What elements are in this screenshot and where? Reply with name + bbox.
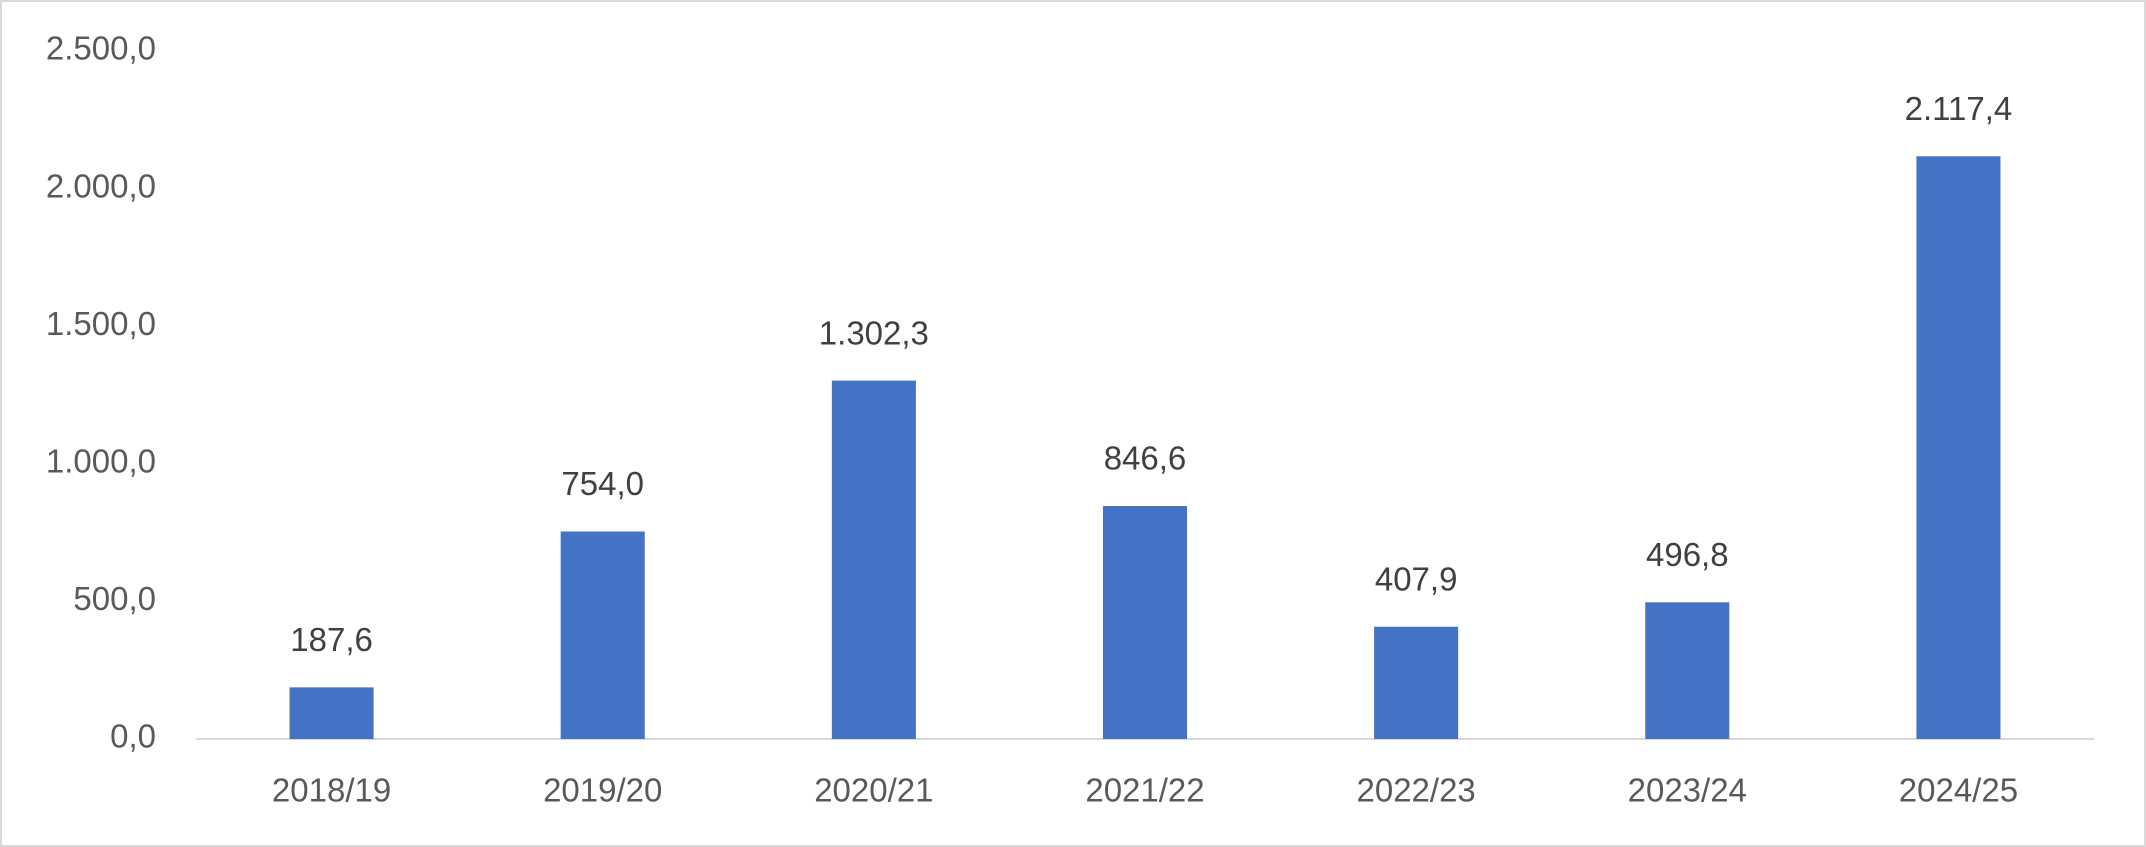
data-label: 846,6 xyxy=(1104,440,1187,477)
bar xyxy=(289,687,374,739)
x-tick-label: 2024/25 xyxy=(1899,772,2018,809)
data-label: 2.117,4 xyxy=(1905,90,2013,127)
y-tick-label: 1.500,0 xyxy=(46,305,156,342)
bar xyxy=(831,380,916,739)
y-tick-label: 500,0 xyxy=(73,580,156,617)
data-label: 754,0 xyxy=(561,465,644,502)
y-tick-label: 1.000,0 xyxy=(46,443,156,480)
bar xyxy=(560,531,645,739)
data-label: 496,8 xyxy=(1646,536,1729,573)
x-tick-label: 2019/20 xyxy=(543,772,662,809)
bar xyxy=(1102,506,1188,739)
bar xyxy=(1374,626,1459,739)
x-tick-label: 2020/21 xyxy=(814,772,933,809)
x-tick-label: 2018/19 xyxy=(272,772,391,809)
y-tick-label: 2.000,0 xyxy=(46,167,156,204)
data-label: 1.302,3 xyxy=(819,314,929,351)
bar xyxy=(1645,602,1730,739)
x-tick-label: 2022/23 xyxy=(1356,772,1475,809)
y-tick-label: 2.500,0 xyxy=(46,30,156,67)
y-tick-label: 0,0 xyxy=(110,718,156,755)
data-label: 187,6 xyxy=(290,621,373,658)
x-tick-label: 2021/22 xyxy=(1085,772,1204,809)
bar xyxy=(1916,156,2001,740)
data-label: 407,9 xyxy=(1375,560,1458,597)
x-tick-label: 2023/24 xyxy=(1628,772,1747,809)
